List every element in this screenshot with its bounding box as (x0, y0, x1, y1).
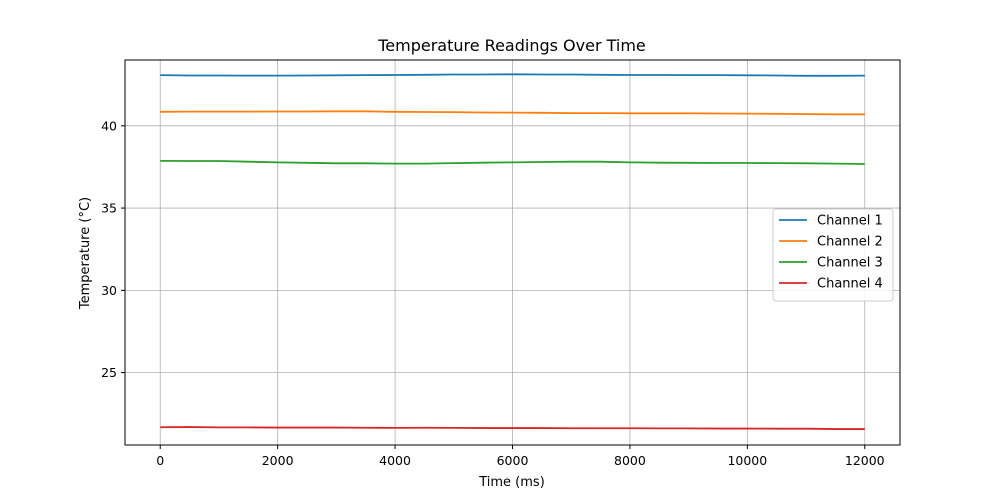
y-axis-title: Temperature (°C) (78, 197, 93, 310)
series-line-channel-2 (160, 110, 865, 116)
x-tick-label: 6000 (497, 453, 529, 468)
x-axis-title: Time (ms) (478, 475, 545, 490)
grid (125, 60, 900, 445)
series-line-channel-3 (160, 159, 865, 165)
y-tick-label: 25 (101, 365, 117, 380)
x-tick-label: 12000 (845, 453, 885, 468)
chart-title: Temperature Readings Over Time (377, 36, 646, 55)
series-line-channel-4 (160, 426, 865, 430)
legend-label-channel-3: Channel 3 (817, 256, 883, 271)
legend-label-channel-1: Channel 1 (817, 214, 883, 229)
axis-ticks: 0 2000 4000 6000 8000 10000 12000 25 30 35 40 (101, 118, 885, 468)
legend: Channel 1 Channel 2 Channel 3 Channel 4 (772, 208, 894, 302)
x-tick-label: 4000 (379, 453, 411, 468)
legend-box (772, 208, 894, 302)
x-tick-label: 0 (156, 453, 164, 468)
y-tick-label: 30 (101, 283, 117, 298)
legend-label-channel-2: Channel 2 (817, 235, 883, 250)
x-tick-label: 2000 (262, 453, 294, 468)
x-tick-label: 10000 (727, 453, 767, 468)
plot-lines (160, 73, 865, 430)
y-tick-label: 35 (101, 201, 117, 216)
x-tick-label: 8000 (614, 453, 646, 468)
series-line-channel-1 (160, 73, 865, 77)
legend-label-channel-4: Channel 4 (817, 277, 883, 292)
y-tick-label: 40 (101, 118, 117, 133)
